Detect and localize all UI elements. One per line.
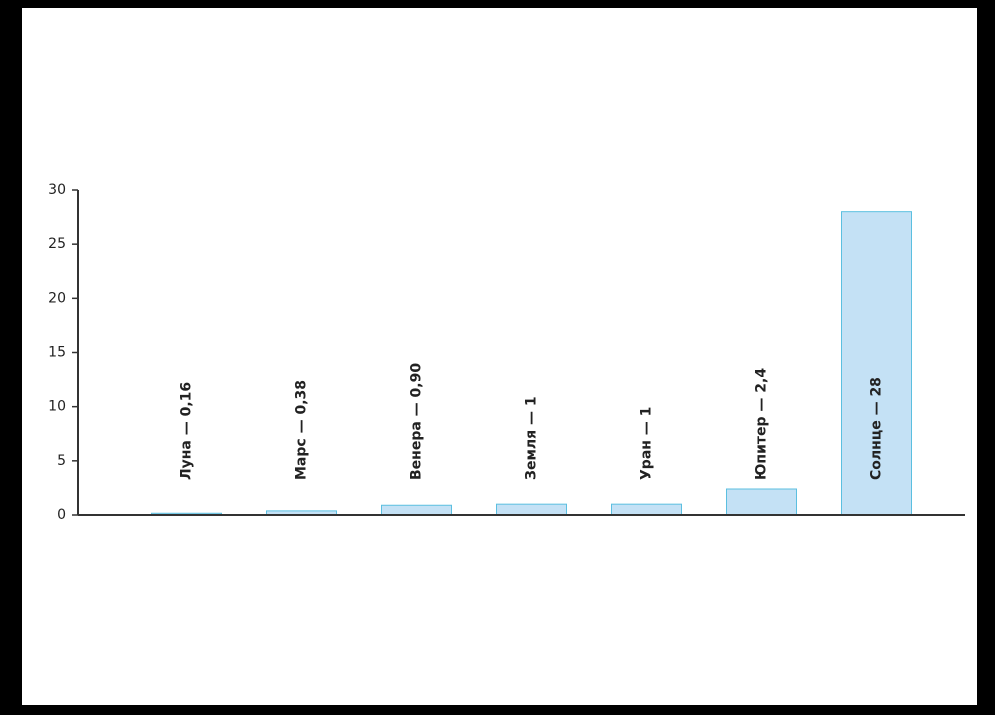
frame (22, 8, 977, 705)
y-tick-label: 10 (48, 399, 66, 415)
y-tick-label: 30 (48, 182, 66, 198)
category-label: Солнце — 28 (869, 377, 885, 480)
category-label: Юпитер — 2,4 (754, 368, 770, 480)
category-label: Марс — 0,38 (294, 380, 310, 480)
category-label: Венера — 0,90 (409, 363, 425, 480)
y-tick-label: 25 (48, 236, 66, 252)
y-tick-label: 20 (48, 290, 66, 306)
y-tick-label: 0 (57, 507, 66, 523)
y-tick-label: 5 (57, 453, 66, 469)
bar (496, 503, 567, 516)
category-label: Уран — 1 (639, 407, 655, 480)
bar (381, 504, 452, 516)
y-tick-label: 15 (48, 345, 66, 361)
category-label: Земля — 1 (524, 396, 540, 480)
category-label: Луна — 0,16 (179, 382, 195, 480)
bar (726, 488, 797, 516)
bar (611, 503, 682, 516)
